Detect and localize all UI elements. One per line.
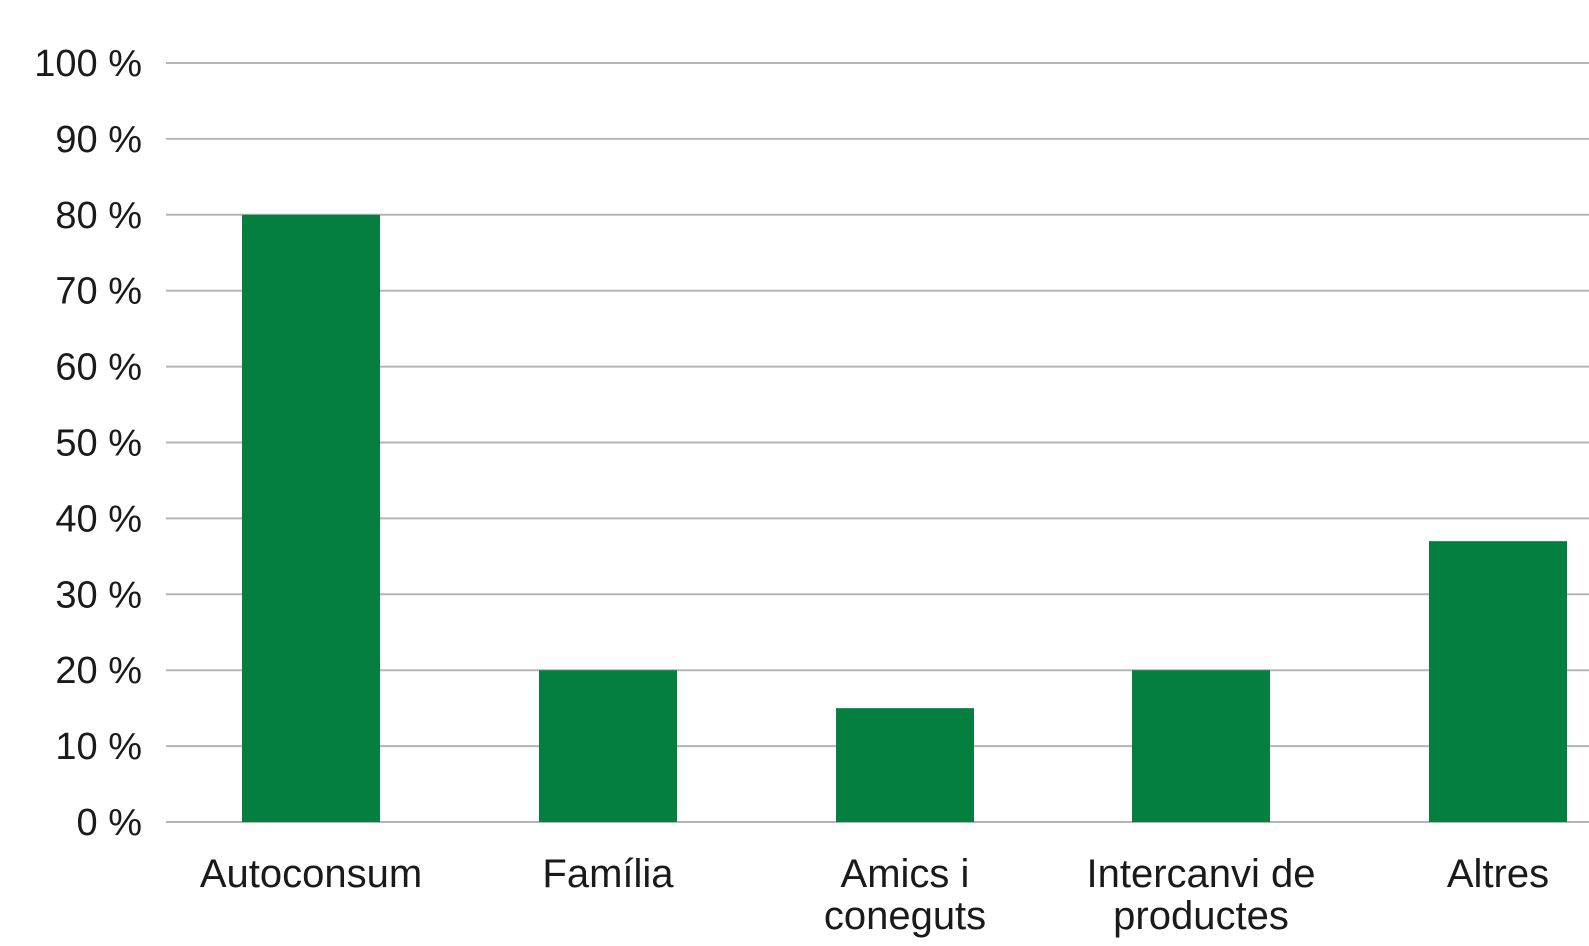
y-tick-label: 10 %: [55, 726, 142, 768]
x-tick-label: Altres: [1447, 852, 1549, 896]
x-tick-label-line: coneguts: [824, 894, 986, 938]
x-tick-label-line: Altres: [1447, 852, 1549, 896]
x-tick-label-line: Família: [542, 852, 674, 896]
y-tick-label: 80 %: [55, 195, 142, 237]
x-axis-labels: Autoconsum Família Amics i coneguts Intercan…: [200, 852, 1549, 938]
grid-layer: [166, 62, 1589, 823]
y-tick-label: 30 %: [55, 574, 142, 616]
y-axis-ticks: 0 % 10 % 20 % 30 % 40 % 50 % 60 % 70 % 80 % 90 % 1…: [34, 43, 142, 844]
x-tick-label: Amics i coneguts: [824, 852, 986, 938]
bar: [1132, 670, 1270, 822]
y-tick-label: 0 %: [77, 802, 142, 844]
y-tick-label: 50 %: [55, 423, 142, 465]
y-tick-label: 70 %: [55, 271, 142, 313]
x-tick-label-line: Autoconsum: [200, 852, 422, 896]
x-tick-label-line: Amics i: [841, 852, 970, 896]
bar: [1429, 541, 1567, 822]
bar: [836, 708, 974, 822]
y-tick-label: 100 %: [34, 43, 142, 85]
x-tick-label-line: productes: [1113, 894, 1289, 938]
x-tick-label: Intercanvi de productes: [1086, 852, 1315, 938]
y-tick-label: 20 %: [55, 650, 142, 692]
y-tick-label: 60 %: [55, 347, 142, 389]
x-tick-label: Família: [542, 852, 674, 896]
bar-layer: [242, 214, 1567, 823]
y-tick-label: 90 %: [55, 119, 142, 161]
x-tick-label-line: Intercanvi de: [1086, 852, 1315, 896]
bar: [242, 214, 380, 823]
x-tick-label: Autoconsum: [200, 852, 422, 896]
bar: [539, 670, 677, 822]
y-tick-label: 40 %: [55, 498, 142, 540]
